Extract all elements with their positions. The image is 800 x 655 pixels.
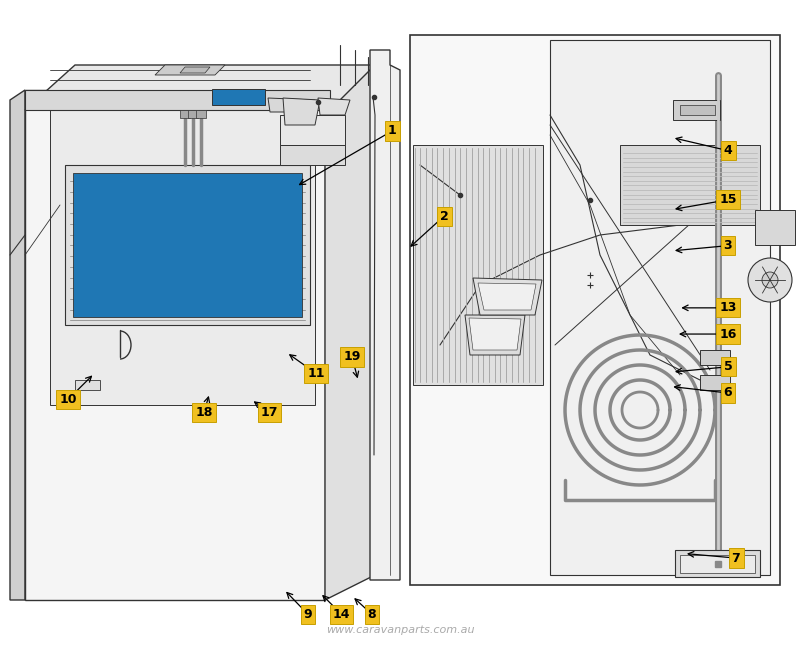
- Text: 1: 1: [388, 124, 396, 138]
- Text: 11: 11: [307, 367, 325, 380]
- Polygon shape: [255, 92, 261, 102]
- Polygon shape: [620, 145, 760, 225]
- Polygon shape: [675, 550, 760, 577]
- Polygon shape: [25, 90, 330, 110]
- Polygon shape: [239, 92, 245, 102]
- Polygon shape: [280, 115, 345, 145]
- Polygon shape: [25, 90, 325, 600]
- Polygon shape: [247, 92, 253, 102]
- Text: 4: 4: [724, 144, 732, 157]
- Polygon shape: [215, 92, 221, 102]
- Polygon shape: [180, 110, 190, 118]
- Polygon shape: [755, 210, 795, 245]
- Polygon shape: [283, 98, 320, 125]
- Polygon shape: [700, 350, 730, 365]
- Polygon shape: [196, 110, 206, 118]
- Polygon shape: [75, 380, 100, 390]
- Polygon shape: [318, 98, 350, 115]
- Polygon shape: [25, 65, 375, 110]
- Polygon shape: [413, 145, 543, 385]
- Polygon shape: [223, 92, 229, 102]
- Polygon shape: [469, 318, 521, 350]
- Text: 8: 8: [368, 608, 376, 621]
- Polygon shape: [680, 105, 715, 115]
- Text: 19: 19: [343, 350, 361, 364]
- Polygon shape: [478, 283, 536, 310]
- Polygon shape: [700, 375, 730, 390]
- Text: 18: 18: [195, 406, 213, 419]
- Text: www.caravanparts.com.au: www.caravanparts.com.au: [326, 625, 474, 635]
- Polygon shape: [473, 278, 542, 315]
- Text: 17: 17: [261, 406, 278, 419]
- Text: 13: 13: [719, 301, 737, 314]
- Polygon shape: [180, 67, 210, 73]
- Polygon shape: [465, 315, 525, 355]
- Text: 16: 16: [719, 328, 737, 341]
- Text: 5: 5: [724, 360, 732, 373]
- Polygon shape: [65, 165, 310, 325]
- Polygon shape: [10, 90, 25, 600]
- Polygon shape: [410, 35, 780, 585]
- Polygon shape: [188, 110, 198, 118]
- Polygon shape: [325, 65, 375, 600]
- Polygon shape: [50, 95, 315, 405]
- Polygon shape: [370, 50, 400, 580]
- Circle shape: [762, 272, 778, 288]
- Polygon shape: [680, 555, 755, 573]
- Polygon shape: [673, 100, 720, 120]
- Text: 14: 14: [333, 608, 350, 621]
- Text: 2: 2: [440, 210, 448, 223]
- Polygon shape: [268, 98, 315, 112]
- Polygon shape: [155, 65, 225, 75]
- Polygon shape: [73, 173, 302, 317]
- Polygon shape: [231, 92, 237, 102]
- Text: 7: 7: [732, 552, 740, 565]
- Polygon shape: [280, 145, 345, 165]
- Polygon shape: [212, 89, 265, 105]
- Polygon shape: [550, 40, 770, 575]
- Circle shape: [748, 258, 792, 302]
- Text: 9: 9: [304, 608, 312, 621]
- Text: 6: 6: [724, 386, 732, 400]
- Text: 15: 15: [719, 193, 737, 206]
- Text: 3: 3: [724, 239, 732, 252]
- Text: 10: 10: [59, 393, 77, 406]
